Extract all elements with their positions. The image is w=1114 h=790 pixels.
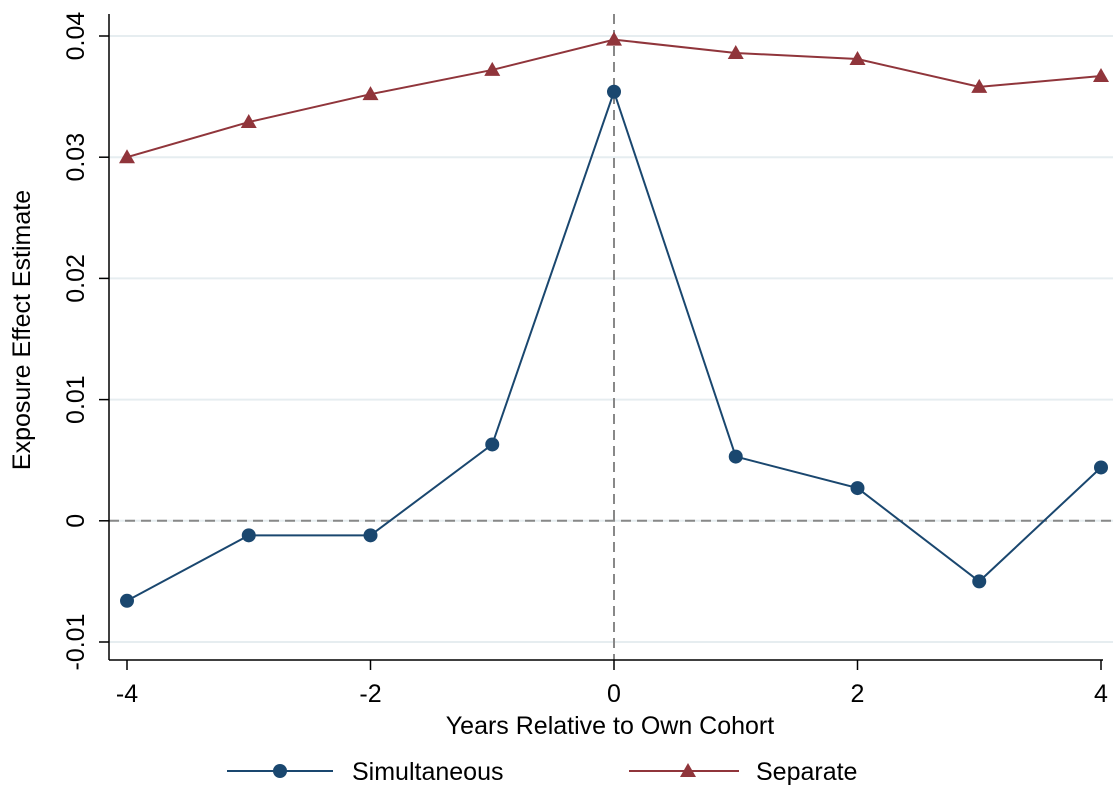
axis-labels: -0.01 0 0.01 0.02 0.03 0.04 -4 -2 0 2 4 Years Relat… — [8, 12, 1108, 740]
data-point-simultaneous — [1094, 460, 1108, 475]
data-point-simultaneous — [120, 593, 134, 608]
x-tick-label: 0 — [607, 680, 621, 708]
data-point-separate — [362, 86, 379, 101]
reference-lines — [109, 14, 1113, 660]
axes — [99, 14, 1103, 670]
data-point-separate — [484, 61, 501, 76]
legend-item-simultaneous: Simultaneous — [227, 758, 503, 786]
data-point-simultaneous — [728, 449, 743, 464]
data-point-simultaneous — [241, 528, 256, 543]
y-tick-label: 0.01 — [62, 375, 90, 424]
legend: Simultaneous Separate — [227, 758, 857, 786]
y-axis-title: Exposure Effect Estimate — [8, 190, 36, 470]
x-tick-label: -2 — [359, 680, 381, 708]
y-tick-label: 0.04 — [62, 12, 90, 61]
legend-label-separate: Separate — [756, 758, 857, 786]
legend-item-separate: Separate — [629, 758, 857, 786]
data-point-simultaneous — [363, 528, 378, 543]
series-line-simultaneous — [126, 88, 1102, 602]
series-simultaneous — [120, 84, 1108, 608]
data-point-separate — [971, 78, 988, 93]
data-point-separate — [240, 114, 257, 129]
data-point-simultaneous — [607, 84, 621, 99]
data-point-separate — [1093, 67, 1109, 82]
data-point-separate — [727, 44, 744, 59]
data-point-separate — [119, 149, 135, 164]
data-point-simultaneous — [485, 437, 500, 452]
x-axis-title: Years Relative to Own Cohort — [446, 712, 774, 740]
y-tick-label: 0.03 — [62, 133, 90, 182]
data-point-separate — [849, 51, 866, 66]
y-tick-label: 0.02 — [62, 254, 90, 303]
series-layer — [119, 31, 1109, 608]
legend-marker-simultaneous — [273, 764, 287, 778]
legend-marker-separate — [680, 763, 696, 777]
data-point-simultaneous — [972, 574, 987, 589]
x-tick-label: 4 — [1094, 680, 1108, 708]
series-separate — [119, 31, 1109, 164]
x-tick-label: -4 — [116, 680, 138, 708]
gridlines — [109, 35, 1113, 643]
data-point-simultaneous — [850, 481, 865, 496]
data-point-separate — [606, 31, 622, 46]
y-tick-label: -0.01 — [62, 614, 90, 671]
y-tick-label: 0 — [62, 514, 90, 528]
x-tick-label: 2 — [851, 680, 865, 708]
legend-label-simultaneous: Simultaneous — [352, 758, 503, 786]
